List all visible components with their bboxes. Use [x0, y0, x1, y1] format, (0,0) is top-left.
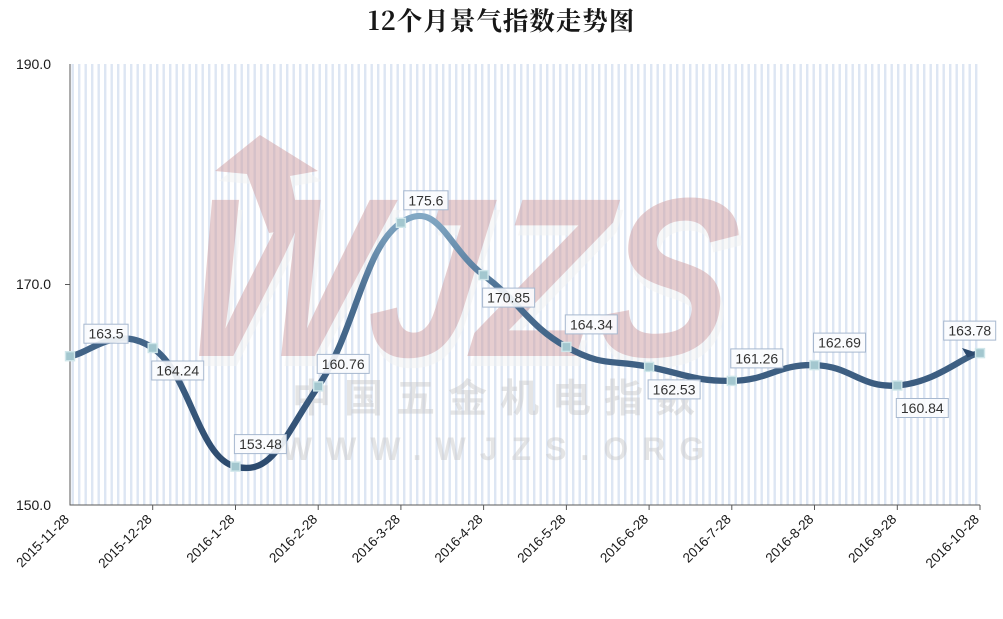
- svg-text:153.48: 153.48: [239, 436, 282, 452]
- svg-text:2016-4-28: 2016-4-28: [432, 512, 486, 566]
- svg-text:2015-11-28: 2015-11-28: [13, 512, 72, 571]
- svg-text:2016-3-28: 2016-3-28: [349, 512, 403, 566]
- svg-text:160.76: 160.76: [322, 356, 365, 372]
- svg-text:175.6: 175.6: [408, 192, 443, 208]
- svg-text:164.24: 164.24: [156, 363, 199, 379]
- svg-text:2016-8-28: 2016-8-28: [762, 512, 816, 566]
- svg-text:2016-2-28: 2016-2-28: [266, 512, 320, 566]
- svg-text:170.0: 170.0: [16, 276, 51, 292]
- svg-text:160.84: 160.84: [901, 400, 944, 416]
- svg-text:161.26: 161.26: [735, 350, 778, 366]
- svg-text:170.85: 170.85: [487, 290, 530, 306]
- svg-text:WWW.WJZS.ORG: WWW.WJZS.ORG: [282, 431, 718, 467]
- svg-text:163.5: 163.5: [88, 326, 123, 342]
- svg-text:2015-12-28: 2015-12-28: [95, 512, 154, 571]
- svg-text:2016-7-28: 2016-7-28: [680, 512, 734, 566]
- svg-text:中国五金机电指数: 中国五金机电指数: [292, 368, 708, 424]
- svg-text:164.34: 164.34: [570, 316, 613, 332]
- svg-text:2016-6-28: 2016-6-28: [597, 512, 651, 566]
- svg-text:163.78: 163.78: [948, 323, 991, 339]
- svg-text:150.0: 150.0: [16, 497, 51, 513]
- svg-text:162.53: 162.53: [653, 381, 696, 397]
- svg-text:2016-9-28: 2016-9-28: [845, 512, 899, 566]
- svg-text:190.0: 190.0: [16, 56, 51, 72]
- svg-text:2016-10-28: 2016-10-28: [923, 512, 982, 571]
- svg-text:162.69: 162.69: [818, 335, 861, 351]
- svg-text:2016-1-28: 2016-1-28: [183, 512, 237, 566]
- svg-text:2016-5-28: 2016-5-28: [514, 512, 568, 566]
